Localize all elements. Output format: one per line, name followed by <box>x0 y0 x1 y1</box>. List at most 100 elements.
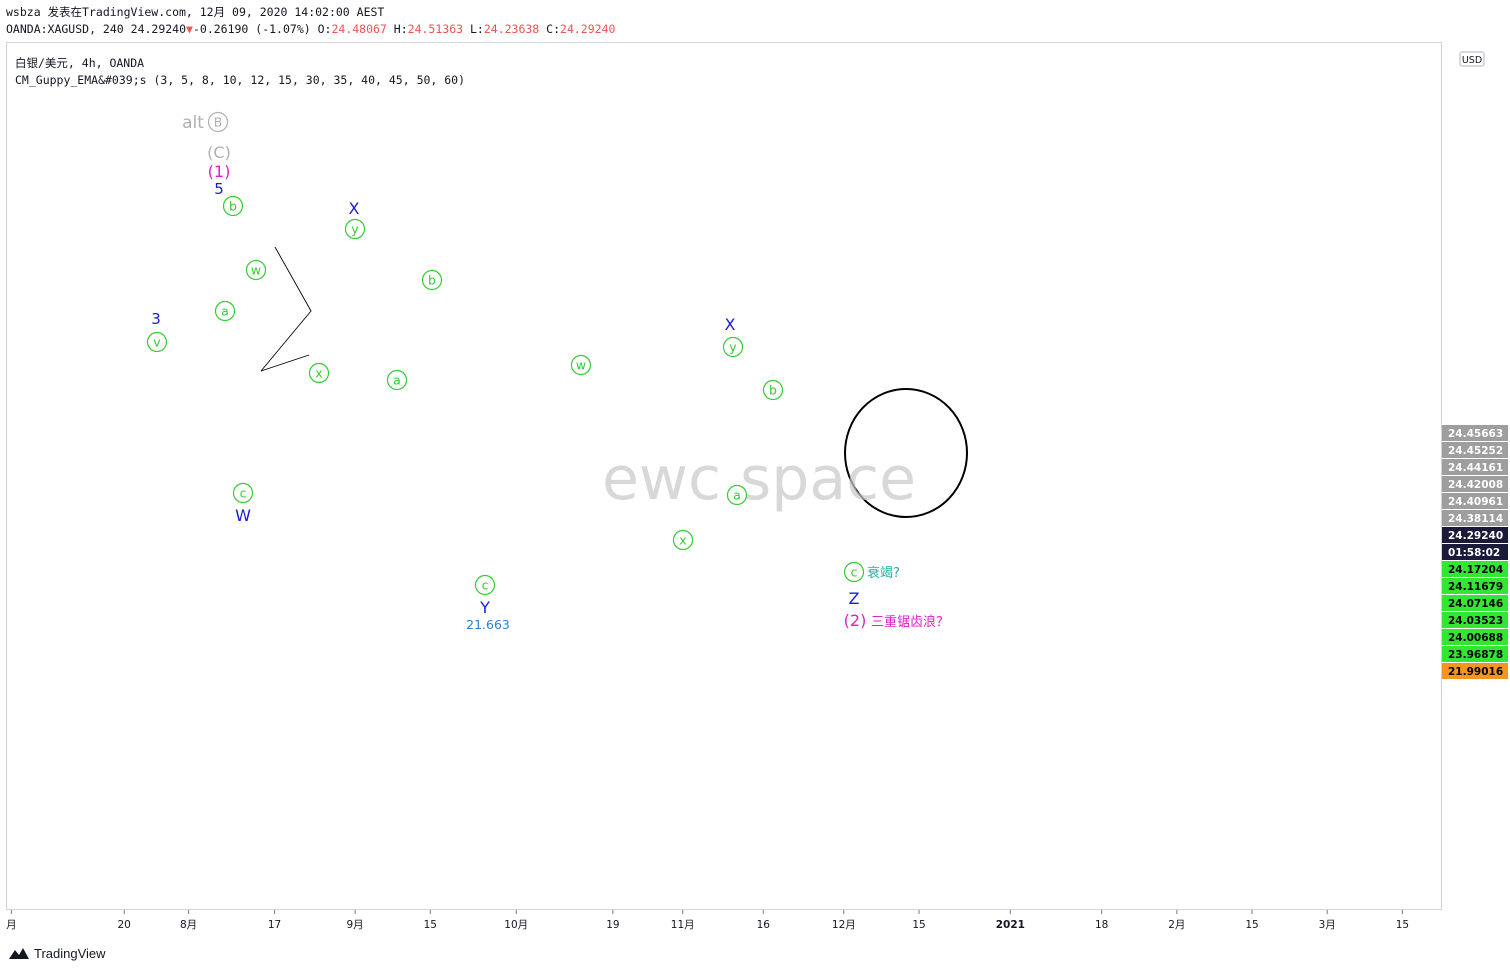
high-label: H: <box>393 22 408 36</box>
time-tick-label: 15 <box>424 919 437 931</box>
wave-c3-label: c <box>851 565 858 580</box>
time-tick-label: 10月 <box>504 919 528 931</box>
close-value: 24.29240 <box>560 22 616 36</box>
close-label: C: <box>546 22 561 36</box>
wave-w1-label-marker[interactable] <box>245 259 267 281</box>
time-tick-label: 月 <box>6 919 17 931</box>
wave-x2-label: x <box>679 533 686 548</box>
price-badge <box>1442 612 1508 628</box>
wave-a1-label-marker[interactable] <box>214 300 236 322</box>
time-tick-label: 2月 <box>1168 919 1185 931</box>
symbol-label[interactable]: OANDA:XAGUSD, 240 <box>6 22 124 36</box>
price-badge <box>1442 459 1508 475</box>
wave-c2-label-marker[interactable] <box>474 574 496 596</box>
price-badge-label: 24.07146 <box>1448 598 1503 610</box>
wave-x-big2[interactable]: X <box>725 315 736 334</box>
price-badge-label: 23.96878 <box>1448 649 1503 661</box>
wave-y2-label-marker[interactable] <box>722 336 744 358</box>
wave-c1-label-marker[interactable] <box>232 482 254 504</box>
wave-w-big[interactable]: W <box>235 506 251 525</box>
price-chart[interactable]: ewc.space alt B(C)(1)53vbwacWxXyabcY21.66… <box>7 43 1441 909</box>
wave-c-paren[interactable]: (C) <box>207 143 231 162</box>
author-name: wsbza <box>6 5 41 19</box>
alt-label[interactable]: alt <box>182 113 204 133</box>
price-badge <box>1442 493 1508 509</box>
alt-b-label: B <box>214 115 223 130</box>
time-tick-label: 15 <box>912 919 925 931</box>
wave-y2-label: y <box>729 340 737 355</box>
wave-x-big1[interactable]: X <box>349 199 360 218</box>
price-badge-label: 24.40961 <box>1448 496 1503 508</box>
wave-x1-label: x <box>315 366 322 381</box>
triangle-base[interactable] <box>260 354 310 372</box>
time-tick-label: 16 <box>757 919 771 931</box>
time-tick-label: 12月 <box>832 919 856 931</box>
price-badge <box>1442 663 1508 679</box>
chart-legend-title[interactable]: 白银/美元, 4h, OANDA <box>15 56 145 70</box>
triple-zigzag-note[interactable]: 三重锯齿浪？ <box>871 614 949 630</box>
price-badge <box>1442 510 1508 526</box>
price-badge <box>1442 561 1508 577</box>
ohlc-line: OANDA:XAGUSD, 240 24.29240▼-0.26190 (-1.… <box>6 22 615 36</box>
wave-b1-label-marker[interactable] <box>222 195 244 217</box>
time-tick-label: 19 <box>606 919 619 931</box>
open-label: O: <box>317 22 332 36</box>
wave-a2-label-marker[interactable] <box>386 369 408 391</box>
wave-x1-label-marker[interactable] <box>308 362 330 384</box>
high-value: 24.51363 <box>407 22 464 36</box>
wave-b1-label: b <box>229 199 237 214</box>
wave-b3-label-marker[interactable] <box>762 379 784 401</box>
price-badge <box>1442 442 1508 458</box>
price-badge <box>1442 476 1508 492</box>
price-badge-label: 24.45252 <box>1448 445 1503 457</box>
time-tick-label: 2021 <box>996 919 1025 931</box>
wave-x2-label-marker[interactable] <box>672 529 694 551</box>
indicator-legend[interactable]: CM_Guppy_EMA&#039;s (3, 5, 8, 10, 12, 15… <box>15 73 466 87</box>
wave-5-label[interactable]: 5 <box>214 180 224 198</box>
price-badge-label: 21.99016 <box>1448 666 1503 678</box>
price-badge-label: 24.45663 <box>1448 428 1503 440</box>
price-badge <box>1442 595 1508 611</box>
tradingview-footer[interactable]: TradingView <box>8 946 106 961</box>
chart-pane[interactable]: 白银/美元, 4h, OANDA CM_Guppy_EMA&#039;s (3,… <box>6 42 1442 910</box>
price-badge-label: 01:58:02 <box>1448 547 1500 559</box>
wave-y1-label-marker[interactable] <box>344 218 366 240</box>
wave-a3-label: a <box>733 488 741 503</box>
time-tick-label: 18 <box>1095 919 1108 931</box>
wave-w1-label: w <box>251 263 261 278</box>
time-tick-label: 8月 <box>180 919 197 931</box>
price-badge-label: 24.44161 <box>1448 462 1503 474</box>
alt-b-label-marker[interactable] <box>207 111 229 133</box>
price-badge <box>1442 425 1508 441</box>
time-tick-label: 17 <box>268 919 281 931</box>
focus-circle[interactable] <box>844 388 968 518</box>
footer-brand: TradingView <box>34 946 106 961</box>
last-price: 24.29240 <box>130 22 187 36</box>
wave-c1-label: c <box>240 486 247 501</box>
price-axis[interactable]: 34.0000033.0000032.0000031.0000030.00000… <box>1442 42 1508 910</box>
price-badge-label: 24.42008 <box>1448 479 1503 491</box>
wave-v-label-marker[interactable] <box>146 331 168 353</box>
wave-1-paren[interactable]: (1) <box>208 162 231 181</box>
time-tick-label: 15 <box>1396 919 1409 931</box>
wave-w2-label-marker[interactable] <box>570 354 592 376</box>
wave-c2-label: c <box>482 578 489 593</box>
watermark: ewc.space <box>602 444 916 514</box>
wave-b2-label-marker[interactable] <box>421 269 443 291</box>
triangle-drawing[interactable] <box>260 246 312 372</box>
low-value-label[interactable]: 21.663 <box>466 617 510 632</box>
currency-box[interactable] <box>1459 51 1485 67</box>
exhaustion-note[interactable]: 衰竭? <box>867 565 900 581</box>
wave-v-label: v <box>153 335 161 350</box>
wave-z-big[interactable]: Z <box>849 589 860 608</box>
currency-label: USD <box>1462 55 1482 66</box>
wave-3-label[interactable]: 3 <box>151 310 161 328</box>
open-value: 24.48067 <box>331 22 387 36</box>
time-axis[interactable]: 月 20 8月 17 9月 15 10月 19 11月 16 12月 15 2021 18 2月 15 3月 15 <box>6 910 1442 940</box>
low-label: L: <box>469 22 484 36</box>
wave-y-big[interactable]: Y <box>479 598 490 617</box>
wave-2-paren[interactable]: (2) <box>844 611 867 630</box>
wave-a3-label-marker[interactable] <box>726 484 748 506</box>
price-badge-label: 24.38114 <box>1448 513 1503 525</box>
wave-c3-label-marker[interactable] <box>843 561 865 583</box>
